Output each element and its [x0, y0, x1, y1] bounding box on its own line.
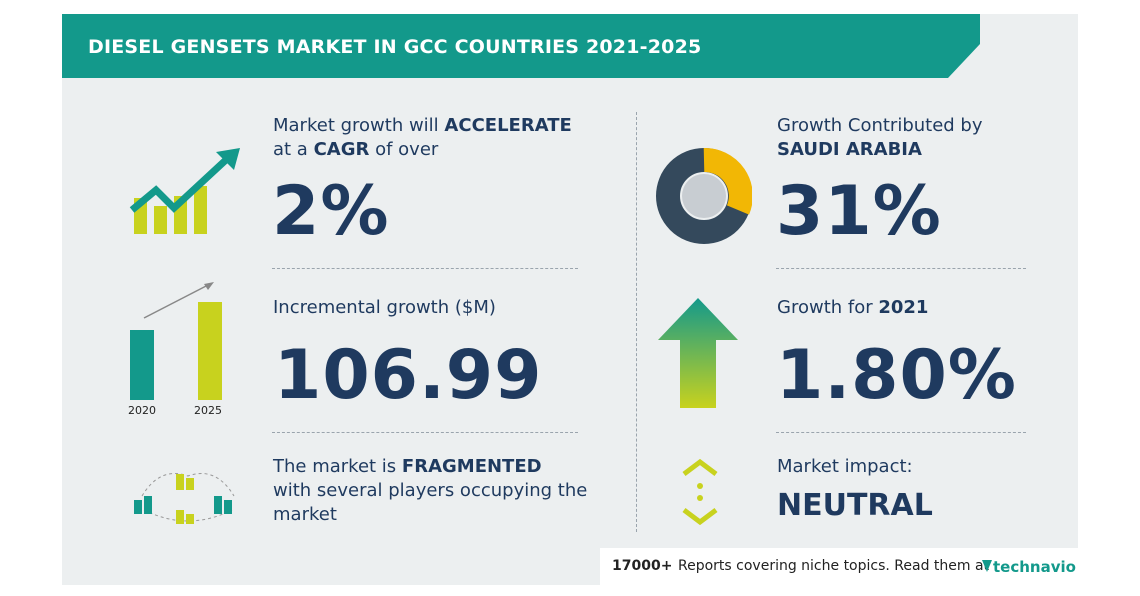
divider — [776, 432, 1026, 433]
impact-label: Market impact: — [777, 456, 913, 477]
emphasis: FRAGMENTED — [401, 456, 542, 477]
infographic-card — [62, 14, 1078, 585]
divider — [636, 112, 637, 532]
text: at a — [273, 139, 308, 160]
emphasis: 2021 — [878, 297, 929, 318]
donut-icon — [656, 148, 752, 244]
divider — [272, 432, 578, 433]
text: with several players occupying the — [273, 480, 588, 501]
text: Growth for — [777, 297, 873, 318]
neutral-icon — [682, 458, 718, 526]
cagr-value: 2% — [272, 172, 390, 251]
arrow-icon — [658, 298, 738, 408]
divider — [776, 268, 1026, 269]
emphasis: ACCELERATE — [444, 115, 572, 136]
header-band — [62, 14, 980, 78]
footer-text: Reports covering niche topics. Read them… — [678, 558, 990, 574]
divider — [272, 268, 578, 269]
contribution-value: 31% — [776, 172, 942, 251]
text: market — [273, 504, 337, 525]
impact-value: NEUTRAL — [777, 488, 933, 523]
text: of over — [375, 139, 439, 160]
cagr-text: Market growth will ACCELERATE at a CAGR … — [273, 114, 572, 162]
text: Growth Contributed by — [777, 115, 983, 136]
yoy-value: 1.80% — [776, 336, 1017, 415]
emphasis: SAUDI ARABIA — [777, 139, 922, 160]
contribution-text: Growth Contributed by SAUDI ARABIA — [777, 114, 983, 162]
structure-text: The market is FRAGMENTED with several pl… — [273, 455, 587, 527]
emphasis: CAGR — [313, 139, 370, 160]
yoy-text: Growth for 2021 — [777, 296, 928, 320]
fragmented-icon — [134, 473, 235, 524]
text: The market is — [273, 456, 397, 477]
incremental-value: 106.99 — [274, 336, 543, 415]
brand[interactable]: technavio — [993, 558, 1076, 576]
year-label: 2025 — [194, 404, 222, 417]
bars-icon — [130, 282, 222, 400]
title: DIESEL GENSETS MARKET IN GCC COUNTRIES 2… — [88, 36, 702, 58]
growth-icon — [129, 148, 240, 234]
brand-icon — [982, 560, 992, 572]
year-label: 2020 — [128, 404, 156, 417]
report-count: 17000+ — [612, 558, 673, 574]
text: Market growth will — [273, 115, 439, 136]
footer — [600, 548, 1078, 585]
incremental-label: Incremental growth ($M) — [273, 297, 496, 318]
